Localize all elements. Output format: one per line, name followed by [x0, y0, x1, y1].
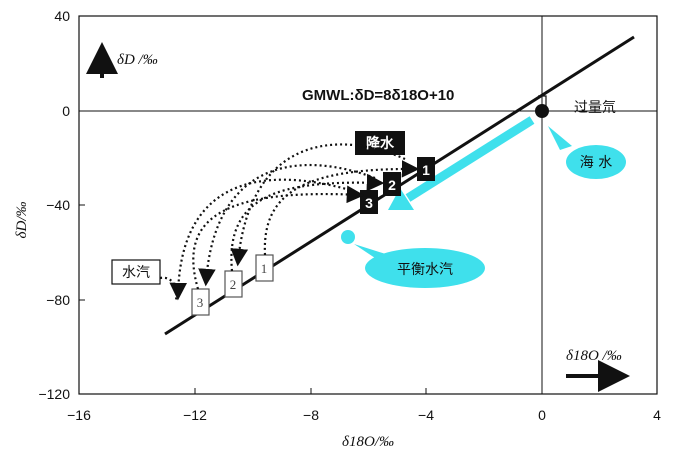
vapor-curl — [159, 276, 178, 301]
x-tick-label: −8 — [303, 407, 319, 423]
vapor-box — [111, 259, 161, 285]
precip-marker-number: 2 — [388, 177, 396, 193]
seawater-label: 海 水 — [580, 155, 612, 171]
precip-to-vapor-curve — [198, 163, 376, 287]
y-tick-label: −80 — [46, 292, 70, 308]
y-axis-note: δD /‰ — [117, 52, 158, 68]
y-tick-label: 40 — [54, 8, 70, 24]
vapor-marker-number: 2 — [230, 277, 237, 292]
process-curves — [159, 143, 420, 301]
gmwl-equation: GMWL:δD=8δ18O+10 — [302, 87, 454, 104]
equilibrium-vapor-callout: 平衡水汽 — [354, 244, 485, 288]
excess-deuterium-label: 过量氘 — [574, 100, 616, 116]
seawater-point — [535, 104, 549, 118]
x-axis-note: δ18O /‰ — [566, 348, 622, 364]
precip-marker-number: 3 — [365, 195, 373, 211]
precip-to-vapor-curve — [169, 178, 351, 301]
fractionation-arrowhead — [388, 188, 414, 210]
y-axis-title: δD/‰ — [14, 202, 30, 239]
vapor-marker-number: 3 — [197, 295, 204, 310]
vapor-to-precip-curve — [192, 185, 365, 290]
x-axis-title: δ18O/‰ — [342, 434, 394, 450]
x-tick-label: 4 — [653, 407, 661, 423]
seawater-callout: 海 水 — [548, 126, 626, 179]
vapor-to-precip-curve — [263, 160, 420, 256]
vapor-marker — [224, 270, 243, 298]
x-tick-label: −16 — [67, 407, 91, 423]
x-tick-label: −4 — [418, 407, 434, 423]
precip-marker — [383, 172, 401, 196]
vapor-to-precip-curve — [230, 173, 385, 272]
fractionation-arrow — [405, 116, 535, 202]
vapor-marker-number: 1 — [261, 261, 268, 276]
y-tick-label: −120 — [38, 386, 70, 402]
precipitation-label: 降水 — [366, 135, 395, 152]
precip-marker-number: 1 — [422, 162, 430, 178]
vapor-marker — [191, 288, 210, 316]
equilibrium-vapor-point — [341, 230, 355, 244]
y-tick-label: −40 — [46, 197, 70, 213]
vapor-label: 水汽 — [122, 265, 150, 281]
precip-marker — [417, 157, 435, 181]
x-tick-label: −12 — [183, 407, 207, 423]
precip-to-vapor-curve — [230, 143, 406, 267]
tick-marks — [79, 204, 427, 394]
x-tick-label: 0 — [538, 407, 546, 423]
precip-marker — [360, 190, 378, 214]
equilibrium-vapor-label: 平衡水汽 — [397, 262, 453, 278]
y-tick-label: 0 — [62, 103, 70, 119]
